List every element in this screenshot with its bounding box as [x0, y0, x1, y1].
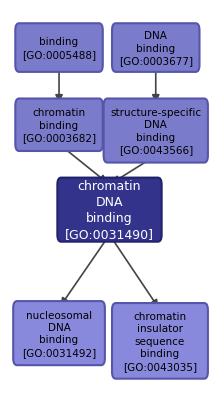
FancyBboxPatch shape — [13, 302, 105, 365]
Text: binding
[GO:0005488]: binding [GO:0005488] — [22, 37, 96, 60]
FancyBboxPatch shape — [104, 99, 208, 163]
FancyBboxPatch shape — [112, 303, 208, 379]
FancyBboxPatch shape — [15, 24, 103, 73]
FancyBboxPatch shape — [15, 99, 103, 152]
Text: chromatin
insulator
sequence
binding
[GO:0043035]: chromatin insulator sequence binding [GO… — [123, 311, 197, 371]
FancyBboxPatch shape — [57, 178, 162, 242]
Text: chromatin
binding
[GO:0003682]: chromatin binding [GO:0003682] — [22, 108, 96, 143]
Text: DNA
binding
[GO:0003677]: DNA binding [GO:0003677] — [119, 31, 193, 66]
Text: chromatin
DNA
binding
[GO:0031490]: chromatin DNA binding [GO:0031490] — [65, 180, 154, 241]
Text: nucleosomal
DNA
binding
[GO:0031492]: nucleosomal DNA binding [GO:0031492] — [22, 310, 96, 357]
FancyBboxPatch shape — [112, 24, 200, 73]
Text: structure-specific
DNA
binding
[GO:0043566]: structure-specific DNA binding [GO:00435… — [110, 107, 201, 155]
